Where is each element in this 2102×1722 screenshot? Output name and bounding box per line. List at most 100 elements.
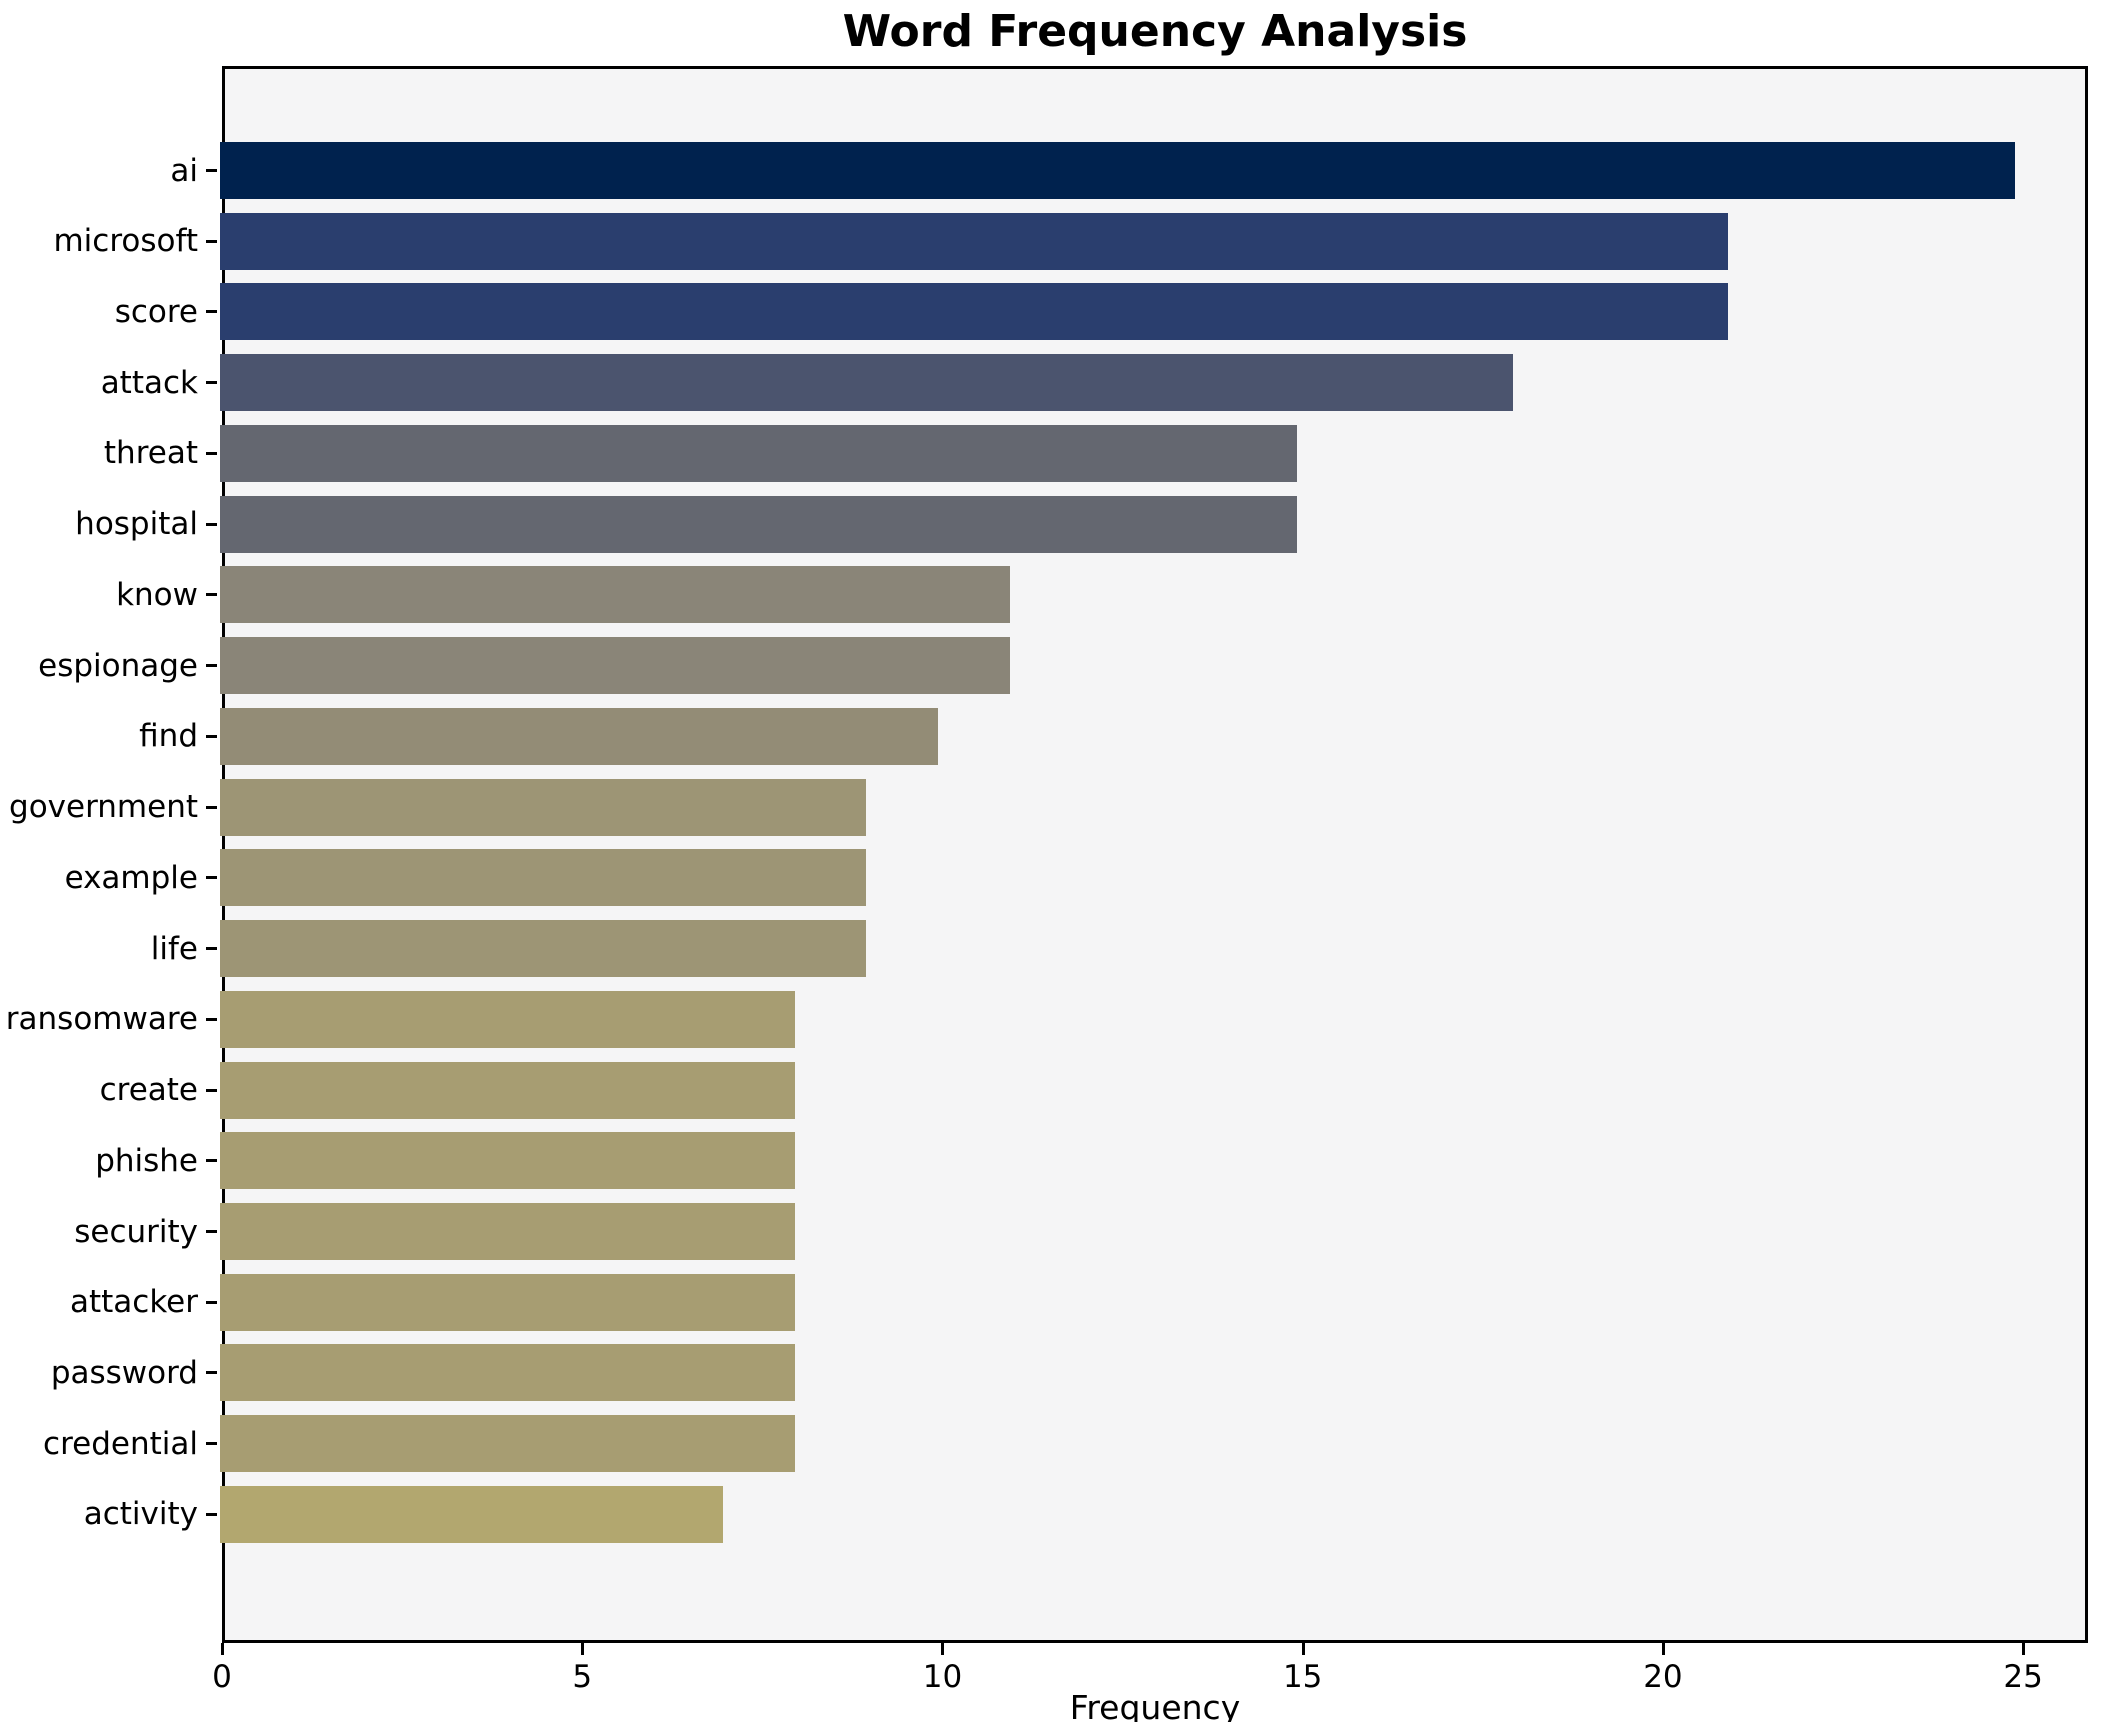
bar-row: example: [0, 849, 2102, 907]
bar-microsoft: [220, 212, 1729, 270]
bar-create: [220, 1061, 795, 1119]
bar-attack: [220, 354, 1513, 412]
bar-track: [220, 778, 2080, 836]
bar-row: hospital: [0, 495, 2102, 553]
bar-row: phishe: [0, 1132, 2102, 1190]
x-tick-mark: [221, 1643, 224, 1655]
x-tick-label: 0: [212, 1659, 232, 1695]
y-axis-label: ransomware: [5, 1001, 198, 1038]
x-tick-mark: [2022, 1643, 2026, 1655]
bar-track: [220, 142, 2080, 199]
y-tick-mark: [206, 381, 217, 385]
bar-track: [220, 849, 2080, 907]
bar-row: security: [0, 1203, 2102, 1261]
bar-row: life: [0, 920, 2102, 978]
bar-row: threat: [0, 424, 2102, 482]
bar-row: password: [0, 1344, 2102, 1402]
y-tick-mark: [206, 1442, 217, 1446]
bar-hospital: [220, 495, 1298, 553]
bar-track: [220, 212, 2080, 270]
x-tick-mark: [1661, 1643, 1665, 1655]
bar-row: ai: [0, 142, 2102, 199]
bar-track: [220, 1061, 2080, 1119]
bar-find: [220, 707, 939, 765]
bar-password: [220, 1344, 795, 1402]
y-tick-mark: [206, 239, 217, 243]
bar-security: [220, 1203, 795, 1261]
y-axis-label: life: [150, 930, 198, 967]
y-tick-mark: [206, 947, 217, 951]
y-tick-mark: [206, 451, 217, 455]
y-axis-label: phishe: [95, 1142, 198, 1179]
x-axis-title: Frequency: [1069, 1688, 1241, 1722]
bar-track: [220, 1415, 2080, 1473]
bar-row: government: [0, 778, 2102, 836]
bar-phishe: [220, 1132, 795, 1190]
bar-track: [220, 637, 2080, 695]
y-axis-label: example: [64, 859, 198, 896]
bar-row: activity: [0, 1485, 2102, 1543]
y-tick-mark: [206, 1512, 217, 1516]
y-axis-label: espionage: [38, 647, 198, 684]
y-tick-mark: [206, 169, 217, 172]
y-axis-label: hospital: [75, 506, 198, 543]
y-tick-mark: [206, 664, 217, 668]
x-tick-label: 20: [1643, 1659, 1683, 1695]
bar-row: attack: [0, 354, 2102, 412]
bar-track: [220, 707, 2080, 765]
y-axis-label: attacker: [69, 1284, 198, 1321]
bar-life: [220, 920, 867, 978]
y-tick-mark: [206, 1017, 217, 1021]
bar-activity: [220, 1485, 723, 1543]
bar-track: [220, 1273, 2080, 1331]
bar-track: [220, 1203, 2080, 1261]
x-tick-mark: [941, 1643, 945, 1655]
bar-track: [220, 566, 2080, 624]
bar-ai: [220, 142, 2016, 199]
bar-ransomware: [220, 990, 795, 1048]
y-tick-mark: [206, 805, 217, 809]
y-tick-mark: [206, 734, 217, 738]
x-tick-mark: [581, 1643, 585, 1655]
x-tick-mark: [1301, 1643, 1305, 1655]
y-axis-label: create: [99, 1072, 198, 1109]
x-tick-label: 5: [572, 1659, 593, 1695]
y-axis-label: know: [116, 576, 198, 613]
bar-track: [220, 424, 2080, 482]
bar-row: find: [0, 707, 2102, 765]
y-tick-mark: [206, 1371, 217, 1375]
y-axis-label: find: [139, 718, 198, 755]
bar-government: [220, 778, 867, 836]
y-tick-mark: [206, 310, 217, 314]
bar-rows: ai microsoft score attack threat hospital know…: [0, 142, 2102, 1543]
bar-espionage: [220, 637, 1010, 695]
x-tick-label: 15: [1282, 1659, 1323, 1695]
bar-threat: [220, 424, 1298, 482]
bar-row: microsoft: [0, 212, 2102, 270]
bar-row: credential: [0, 1415, 2102, 1473]
bar-track: [220, 354, 2080, 412]
y-axis-label: microsoft: [53, 223, 198, 260]
bar-attacker: [220, 1273, 795, 1331]
bar-score: [220, 283, 1729, 341]
y-axis-label: threat: [103, 435, 198, 472]
y-tick-mark: [206, 1230, 217, 1234]
bar-track: [220, 283, 2080, 341]
bar-row: know: [0, 566, 2102, 624]
y-axis-label: government: [9, 789, 198, 826]
bar-track: [220, 495, 2080, 553]
y-axis-label: security: [74, 1213, 198, 1250]
bar-row: ransomware: [0, 990, 2102, 1048]
bar-row: score: [0, 283, 2102, 341]
y-axis-label: score: [114, 293, 198, 330]
bar-credential: [220, 1415, 795, 1473]
y-axis-label: attack: [100, 364, 198, 401]
y-axis-label: password: [50, 1354, 198, 1391]
bar-example: [220, 849, 867, 907]
bar-track: [220, 1344, 2080, 1402]
chart-title: Word Frequency Analysis: [842, 6, 1468, 57]
y-axis-label: ai: [170, 152, 198, 189]
bar-row: attacker: [0, 1273, 2102, 1331]
y-tick-mark: [206, 1300, 217, 1304]
